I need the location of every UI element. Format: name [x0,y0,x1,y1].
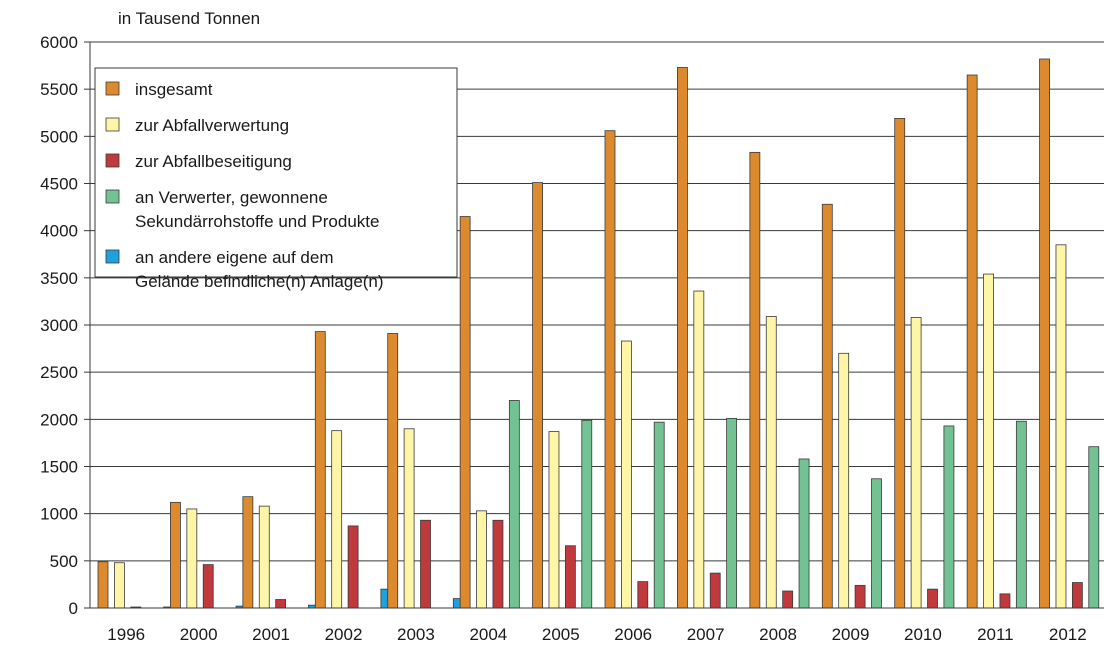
bar [564,545,576,609]
legend-swatch [105,153,120,168]
bar [910,317,922,609]
y-tick-label: 2000 [40,410,78,429]
y-tick-label: 4000 [40,222,78,241]
y-unit-label: in Tausend Tonnen [118,9,260,28]
y-tick-label: 5500 [40,80,78,99]
bar [1088,446,1100,609]
bar [420,519,431,609]
bar [677,67,688,609]
bar [983,273,994,609]
bar [275,599,287,609]
bar [838,352,850,609]
bar [765,316,777,609]
bar [186,508,198,609]
legend-swatch [105,189,120,204]
x-tick-label: 2012 [1049,625,1087,644]
y-tick-label: 3000 [40,316,78,335]
legend-label: zur Abfallbeseitigung [135,152,292,171]
bar [798,458,810,609]
y-tick-label: 3500 [40,269,78,288]
bar [508,400,520,609]
bar [1055,244,1067,609]
bar [693,290,705,609]
legend-label: an andere eigene auf dem [135,248,334,267]
axes [84,41,1104,609]
x-tick-label: 2010 [904,625,942,644]
bar [653,421,665,609]
y-tick-label: 6000 [40,33,78,52]
bar [709,572,721,609]
bar [999,593,1011,609]
legend-label: Gelände befindliche(n) Anlage(n) [135,272,384,291]
bar [581,419,593,609]
bar [97,561,109,609]
x-tick-labels: 1996 2000 2001 2002 2003 2004 2005 2006 2007 2008… [107,625,1086,644]
x-tick-label: 2004 [469,625,507,644]
bar [347,525,359,609]
bar [871,478,882,609]
bar [894,118,906,609]
y-tick-labels: 0 500 1000 1500 2000 2500 3000 3500 4000 4500 5000… [40,33,78,618]
y-tick-label: 500 [50,552,78,571]
legend-label: an Verwerter, gewonnene [135,188,328,207]
x-tick-label: 1996 [107,625,145,644]
bar [242,496,254,609]
y-tick-label: 1000 [40,505,78,524]
bar [476,510,487,609]
legend-label: insgesamt [135,80,213,99]
x-tick-label: 2008 [759,625,797,644]
x-tick-label: 2006 [614,625,652,644]
x-tick-label: 2009 [832,625,870,644]
legend-box [94,67,458,278]
bar [726,417,738,609]
bar [492,519,504,609]
bar [532,182,543,609]
bar [621,340,632,609]
bar [749,151,761,609]
x-tick-label: 2011 [977,625,1014,644]
bar [548,431,560,609]
x-tick-label: 2001 [252,625,290,644]
bar [403,428,415,609]
bar [604,130,616,609]
bar [1071,582,1083,609]
x-tick-label: 2005 [542,625,580,644]
bars [97,58,1100,609]
bar [637,581,649,609]
x-tick-label: 2000 [180,625,218,644]
bar [114,562,125,609]
bar [782,590,794,609]
legend-swatch [105,117,120,132]
legend: insgesamt zur Abfallverwertung zur Abfallb… [94,67,458,291]
y-tick-label: 4500 [40,175,78,194]
bar [314,331,326,609]
x-tick-label: 2002 [325,625,363,644]
y-tick-label: 0 [69,599,78,618]
x-tick-label: 2003 [397,625,435,644]
legend-label: Sekundärrohstoffe und Produkte [135,212,379,231]
legend-label: zur Abfallverwertung [135,116,289,135]
bar [821,203,833,609]
y-tick-label: 5000 [40,127,78,146]
bar [258,505,270,609]
bar [202,564,214,609]
legend-swatch [105,81,120,96]
y-tick-label: 1500 [40,458,78,477]
bar [854,584,866,609]
x-tick-label: 2007 [687,625,725,644]
legend-swatch [105,249,120,264]
bar [1039,58,1050,609]
bar [1015,420,1027,609]
bar [459,216,471,609]
bar [170,501,181,609]
bar [387,333,399,609]
bar [331,430,343,609]
bar [943,425,955,609]
bar [927,588,938,609]
bar [966,74,978,609]
y-tick-label: 2500 [40,363,78,382]
